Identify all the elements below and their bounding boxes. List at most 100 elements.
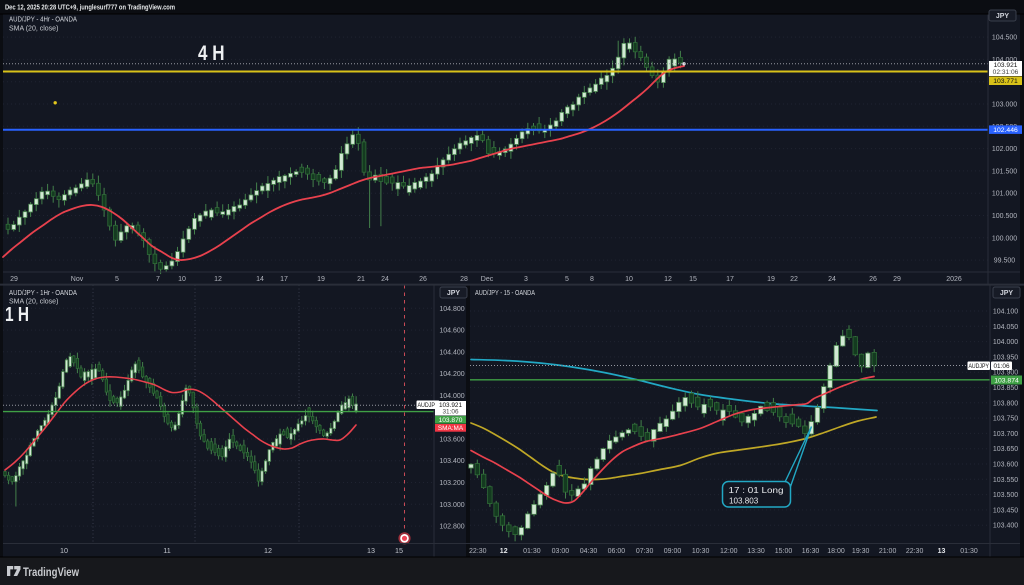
svg-text:8: 8 [590,276,594,283]
svg-text:13:30: 13:30 [747,548,765,555]
svg-text:103.800: 103.800 [993,400,1018,407]
svg-text:SMA (20, close): SMA (20, close) [9,26,58,33]
svg-text:103.500: 103.500 [993,492,1018,499]
svg-text:TradingView: TradingView [23,565,80,579]
svg-text:01:06: 01:06 [994,363,1010,370]
svg-text:103.900: 103.900 [993,370,1018,377]
svg-text:103.921: 103.921 [994,62,1018,69]
svg-text:10:30: 10:30 [692,548,710,555]
svg-text:3: 3 [524,276,528,283]
svg-text:12: 12 [214,276,222,283]
svg-text:102.446: 102.446 [993,127,1018,134]
svg-text:12: 12 [500,548,508,555]
svg-text:22:30: 22:30 [906,548,924,555]
svg-text:Nov: Nov [71,276,84,283]
svg-text:103.000: 103.000 [439,502,464,509]
svg-text:2026: 2026 [946,276,962,283]
svg-text:12: 12 [264,546,272,555]
svg-text:04:30: 04:30 [580,548,598,555]
svg-text:104.500: 104.500 [992,35,1017,42]
svg-text:19:30: 19:30 [852,548,870,555]
svg-text:15: 15 [689,276,697,283]
svg-text:5: 5 [115,276,119,283]
svg-text:103.850: 103.850 [993,385,1018,392]
svg-text:103.803: 103.803 [729,497,759,506]
svg-text:19: 19 [317,276,325,283]
svg-text:16:30: 16:30 [802,548,820,555]
svg-text:100.500: 100.500 [992,213,1017,220]
svg-text:103.700: 103.700 [993,431,1018,438]
svg-text:103.950: 103.950 [993,354,1018,361]
svg-text:12:00: 12:00 [720,548,738,555]
svg-text:18:00: 18:00 [827,548,845,555]
svg-text:01:30: 01:30 [523,548,541,555]
svg-text:13: 13 [938,548,946,555]
svg-text:103.000: 103.000 [992,102,1017,109]
svg-text:104.800: 104.800 [439,306,464,313]
svg-text:4 H: 4 H [198,42,225,65]
svg-text:103.870: 103.870 [439,417,463,424]
svg-text:13: 13 [367,546,375,555]
svg-text:1 H: 1 H [5,304,29,326]
svg-text:01:30: 01:30 [960,548,978,555]
svg-text:103.400: 103.400 [993,523,1018,530]
svg-text:12: 12 [664,276,672,283]
svg-text:100.000: 100.000 [992,235,1017,242]
svg-text:28: 28 [460,276,468,283]
svg-text:07:30: 07:30 [636,548,654,555]
svg-text:104.400: 104.400 [439,349,464,356]
svg-text:AUDJPY: AUDJPY [418,402,439,409]
svg-text:103.450: 103.450 [993,507,1018,514]
svg-text:101.500: 101.500 [992,168,1017,175]
svg-text:SMA (20, close): SMA (20, close) [9,299,58,306]
svg-text:103.771: 103.771 [993,78,1018,85]
svg-text:103.650: 103.650 [993,446,1018,453]
svg-text:22: 22 [790,276,798,283]
svg-text:15: 15 [395,546,403,555]
svg-text:24: 24 [381,276,389,283]
svg-text:17 : 01 Long: 17 : 01 Long [729,485,784,495]
svg-text:26: 26 [419,276,427,283]
svg-text:26: 26 [869,276,877,283]
svg-text:AUD/JPY - 15 - OANDA: AUD/JPY - 15 - OANDA [475,288,535,297]
svg-text:19: 19 [767,276,775,283]
svg-text:103.874: 103.874 [994,378,1019,385]
svg-text:103.750: 103.750 [993,416,1018,423]
svg-text:99.500: 99.500 [994,258,1016,265]
svg-text:104.000: 104.000 [439,393,464,400]
svg-text:24: 24 [828,276,836,283]
svg-text:10: 10 [178,276,186,283]
svg-text:101.000: 101.000 [992,191,1017,198]
svg-text:AUD/JPY - 1Hr - OANDA: AUD/JPY - 1Hr - OANDA [9,288,77,297]
svg-text:SMA:MA: SMA:MA [438,425,464,432]
svg-text:31:06: 31:06 [443,409,459,416]
svg-text:AUD/JPY - 4Hr - OANDA: AUD/JPY - 4Hr - OANDA [9,15,77,24]
svg-text:14: 14 [256,276,264,283]
svg-text:JPY: JPY [447,290,461,297]
svg-text:21: 21 [357,276,365,283]
svg-text:104.100: 104.100 [993,309,1018,316]
svg-text:103.200: 103.200 [439,480,464,487]
svg-text:JPY: JPY [1000,290,1014,297]
svg-text:15:00: 15:00 [775,548,793,555]
svg-text:17: 17 [726,276,734,283]
svg-text:09:00: 09:00 [664,548,682,555]
svg-text:103.600: 103.600 [993,462,1018,469]
svg-text:104.000: 104.000 [993,339,1018,346]
svg-text:103.600: 103.600 [439,437,464,444]
svg-text:JPY: JPY [996,13,1010,20]
svg-text:03:00: 03:00 [552,548,570,555]
svg-text:Dec 12, 2025 20:28 UTC+9, jun: Dec 12, 2025 20:28 UTC+9, junglesurf777 … [5,5,175,12]
svg-text:104.600: 104.600 [439,328,464,335]
svg-text:102.000: 102.000 [992,146,1017,153]
svg-text:29: 29 [893,276,901,283]
svg-text:104.200: 104.200 [439,371,464,378]
svg-text:29: 29 [10,276,18,283]
svg-text:06:00: 06:00 [608,548,626,555]
svg-text:7: 7 [156,276,160,283]
svg-text:17: 17 [280,276,288,283]
svg-text:104.050: 104.050 [993,324,1018,331]
svg-text:5: 5 [565,276,569,283]
svg-text:10: 10 [625,276,633,283]
svg-text:11: 11 [163,546,170,555]
